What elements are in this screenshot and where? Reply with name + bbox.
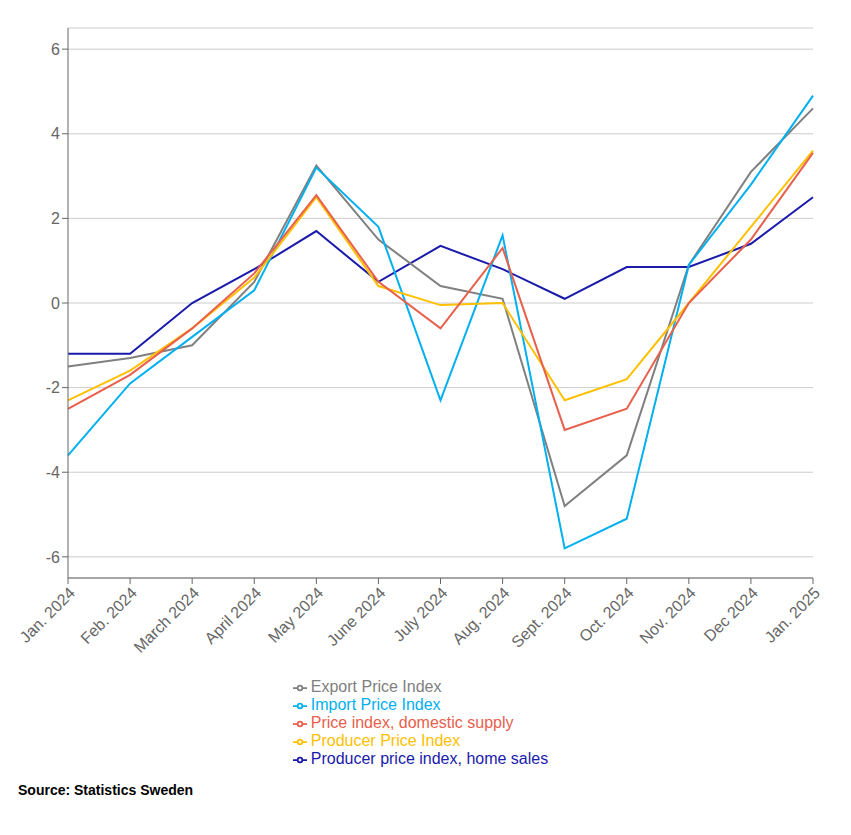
svg-text:6: 6 [51,41,60,58]
svg-text:Oct. 2024: Oct. 2024 [576,584,637,645]
svg-text:Feb. 2024: Feb. 2024 [77,584,140,647]
svg-text:Jan. 2025: Jan. 2025 [761,584,823,646]
svg-text:Jan. 2024: Jan. 2024 [16,584,78,646]
svg-text:4: 4 [51,125,60,142]
svg-text:-6: -6 [46,549,60,566]
svg-text:June 2024: June 2024 [324,584,389,649]
html-text:Price index, domestic supply: Price index, domestic supply [310,714,514,731]
svg-text:Dec 2024: Dec 2024 [701,584,762,645]
html-text:Source: Statistics Sweden: Source: Statistics Sweden [18,782,194,798]
html-text:Producer price index, home sal: Producer price index, home sales [310,750,549,767]
svg-text:April 2024: April 2024 [201,584,264,647]
html-text:Producer Price Index: Producer Price Index [310,732,461,749]
svg-text:Sept. 2024: Sept. 2024 [508,584,575,651]
svg-text:2: 2 [51,210,60,227]
html-text:Import Price Index: Import Price Index [310,696,441,713]
svg-text:-2: -2 [46,379,60,396]
svg-text:0: 0 [51,295,60,312]
svg-text:Nov. 2024: Nov. 2024 [636,584,699,647]
svg-text:March 2024: March 2024 [131,584,203,656]
svg-text:-4: -4 [46,464,60,481]
svg-text:Aug. 2024: Aug. 2024 [449,584,513,648]
html-text:Export Price Index: Export Price Index [310,678,442,695]
svg-text:July 2024: July 2024 [390,584,451,645]
svg-text:May 2024: May 2024 [265,584,327,646]
